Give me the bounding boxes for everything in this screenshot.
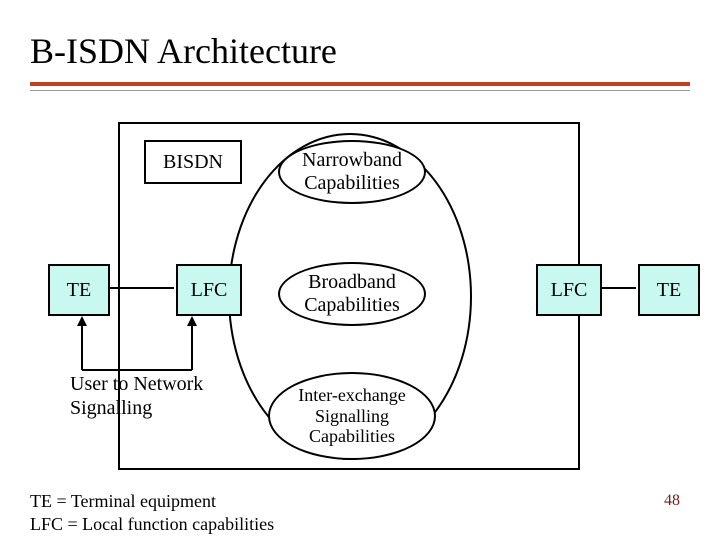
lfc-left-box: LFC xyxy=(176,264,242,316)
bisdn-label: BISDN xyxy=(163,151,223,174)
signalling-arrow-b-stem xyxy=(191,326,193,370)
connector-te-lfc-left xyxy=(108,287,174,289)
lfc-left-label: LFC xyxy=(191,279,228,302)
te-right-label: TE xyxy=(657,279,681,302)
bisdn-box: BISDN xyxy=(144,140,242,184)
signalling-arrow-b-head xyxy=(187,316,197,326)
lfc-right-box: LFC xyxy=(536,264,602,316)
broadband-capsule: BroadbandCapabilities xyxy=(278,262,426,326)
te-left-box: TE xyxy=(48,264,110,316)
lfc-right-label: LFC xyxy=(551,279,588,302)
legend-line-2: LFC = Local function capabilities xyxy=(30,513,274,536)
signalling-arrow-hbar xyxy=(82,369,192,371)
interexchange-label: Inter-exchangeSignallingCapabilities xyxy=(298,385,406,447)
connector-lfc-te-right xyxy=(600,287,636,289)
user-signalling-label: User to NetworkSignalling xyxy=(70,372,203,420)
legend-line-1: TE = Terminal equipment xyxy=(30,490,274,513)
slide-number: 48 xyxy=(664,492,680,510)
signalling-arrow-a-head xyxy=(77,316,87,326)
diagram-canvas: NarrowbandCapabilities BroadbandCapabili… xyxy=(0,0,720,540)
interexchange-capsule: Inter-exchangeSignallingCapabilities xyxy=(268,372,436,460)
legend: TE = Terminal equipment LFC = Local func… xyxy=(30,490,274,535)
narrowband-capsule: NarrowbandCapabilities xyxy=(278,140,426,204)
signalling-arrow-a-stem xyxy=(81,326,83,370)
broadband-label: BroadbandCapabilities xyxy=(304,271,400,317)
narrowband-label: NarrowbandCapabilities xyxy=(302,149,402,195)
te-left-label: TE xyxy=(67,279,91,302)
te-right-box: TE xyxy=(638,264,700,316)
